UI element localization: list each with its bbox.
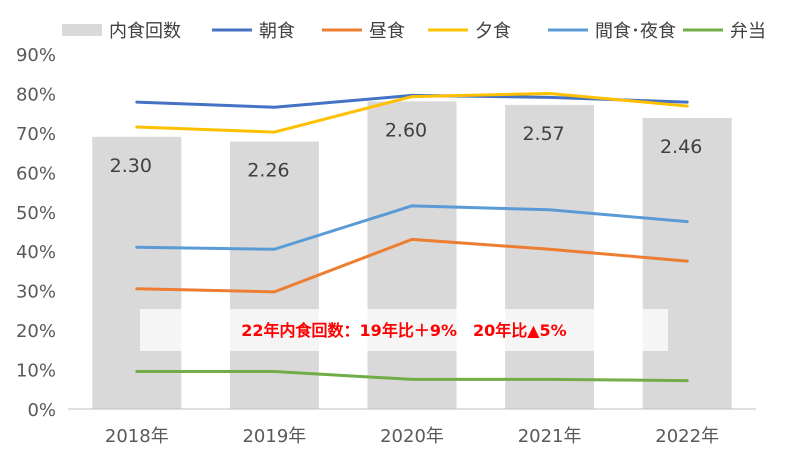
bar-series: 2.30 2.26 2.60 2.57 2.46 [92, 101, 732, 410]
legend-label: 間食･夜食 [595, 21, 676, 42]
annotation: 22年内食回数：19年比＋9% 20年比▲5% [140, 309, 668, 351]
y-tick-label: 40% [16, 242, 56, 263]
annotation-text: 22年内食回数：19年比＋9% 20年比▲5% [241, 321, 566, 340]
y-tick-label: 80% [16, 84, 56, 105]
y-tick-label: 0% [27, 400, 56, 421]
y-tick-label: 60% [16, 163, 56, 184]
legend-label: 昼食 [369, 21, 405, 42]
legend-label: 弁当 [730, 21, 766, 42]
line-間食･夜食 [135, 204, 689, 251]
bar [505, 104, 595, 409]
y-tick-label: 50% [16, 203, 56, 224]
legend-label: 内食回数 [109, 21, 181, 42]
annotation-box [140, 309, 668, 351]
bar-value-label: 2.30 [110, 155, 152, 177]
x-tick-label: 2021年 [518, 426, 582, 447]
bar [229, 141, 319, 410]
x-tick-label: 2018年 [105, 426, 169, 447]
line-series [135, 91, 689, 383]
bar [642, 117, 732, 410]
legend-label: 夕食 [475, 21, 511, 42]
line-弁当 [135, 370, 689, 383]
y-tick-label: 10% [16, 361, 56, 382]
bar-value-label: 2.57 [522, 123, 564, 145]
line-昼食 [135, 237, 689, 294]
bar-value-label: 2.60 [385, 119, 427, 141]
y-tick-label: 30% [16, 282, 56, 303]
y-tick-label: 90% [16, 45, 56, 66]
x-tick-label: 2020年 [380, 426, 444, 447]
y-tick-label: 70% [16, 124, 56, 145]
line-夕食 [135, 91, 689, 134]
legend-swatch [62, 24, 102, 36]
bar [92, 136, 182, 410]
legend-label: 朝食 [259, 21, 295, 42]
x-axis: 2018年 2019年 2020年 2021年 2022年 [68, 408, 756, 447]
bar-value-label: 2.46 [660, 136, 702, 158]
x-tick-label: 2022年 [655, 426, 719, 447]
bar-value-label: 2.26 [247, 160, 289, 182]
x-tick-label: 2019年 [242, 426, 306, 447]
y-tick-label: 20% [16, 321, 56, 342]
y-axis: 0% 10% 20% 30% 40% 50% 60% 70% 80% 90% [16, 45, 56, 421]
bar [367, 101, 457, 409]
legend: 内食回数 朝食 昼食 夕食 間食･夜食 弁当 [62, 21, 766, 42]
